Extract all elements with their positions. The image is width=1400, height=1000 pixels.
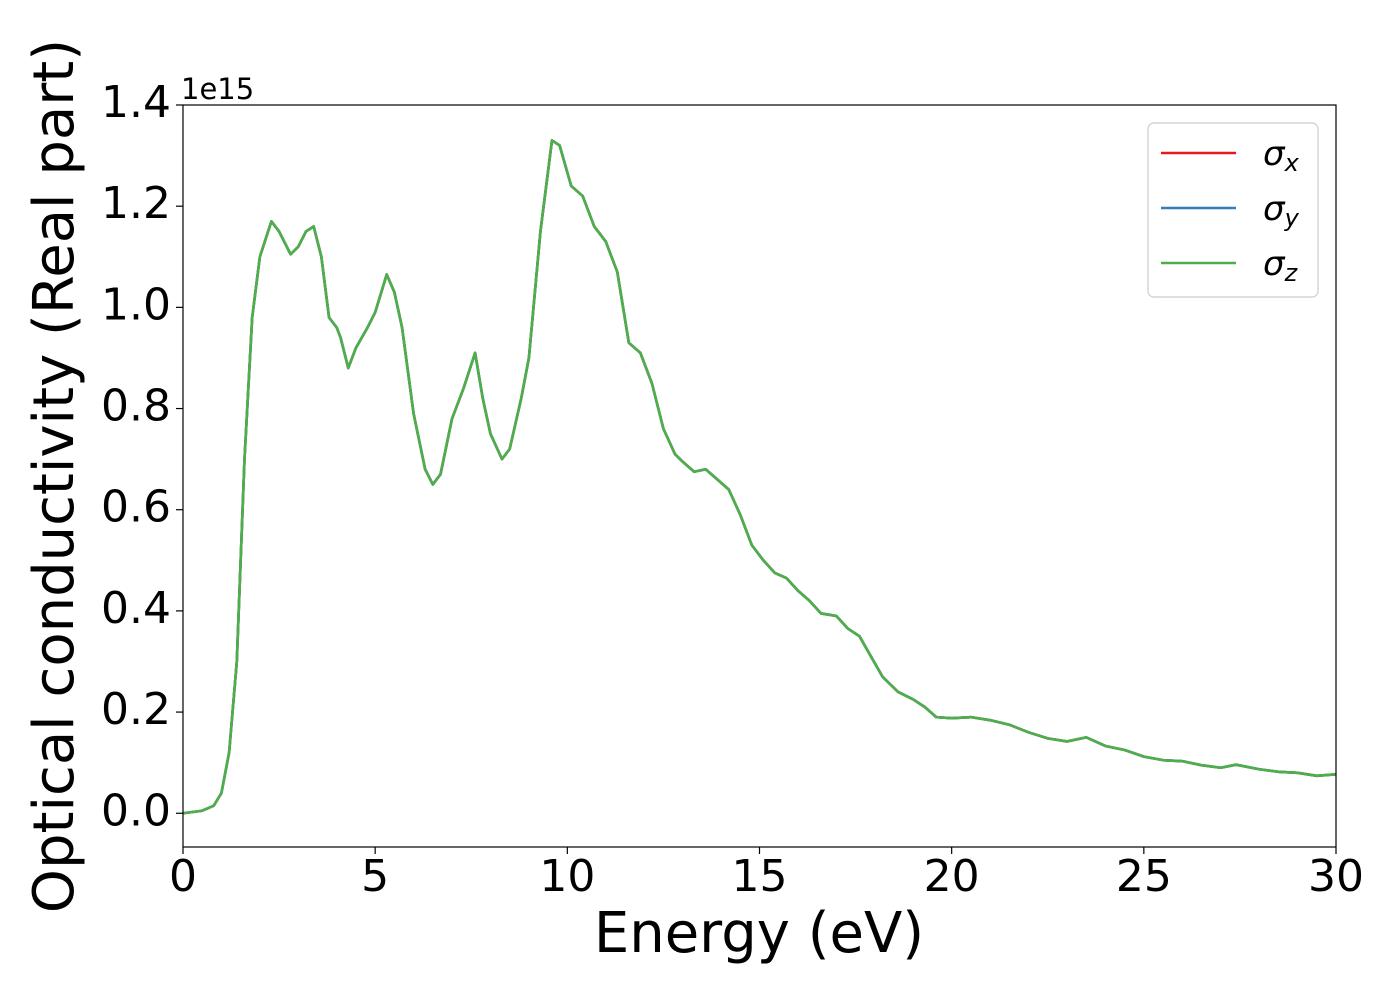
y-tick-label: 1.4 bbox=[101, 77, 171, 128]
x-tick-label: 30 bbox=[1308, 851, 1364, 902]
x-tick-label: 10 bbox=[539, 851, 595, 902]
series-line bbox=[183, 139, 1336, 815]
x-tick-label: 20 bbox=[924, 851, 980, 902]
y-offset-label: 1e15 bbox=[181, 72, 254, 106]
legend-label: σz bbox=[1263, 244, 1299, 288]
legend-label: σy bbox=[1263, 189, 1300, 233]
x-tick-label: 0 bbox=[169, 851, 197, 902]
y-axis-label: Optical conductivity (Real part) bbox=[22, 39, 87, 913]
y-tick-label: 0.0 bbox=[101, 785, 171, 836]
x-tick-label: 5 bbox=[361, 851, 389, 902]
y-tick-label: 0.6 bbox=[101, 482, 171, 533]
y-tick-label: 0.4 bbox=[101, 583, 171, 634]
legend-label: σx bbox=[1263, 134, 1300, 178]
x-tick-label: 15 bbox=[732, 851, 788, 902]
legend-box bbox=[1147, 122, 1319, 298]
plot-frame bbox=[182, 104, 1337, 848]
x-axis-label: Energy (eV) bbox=[594, 901, 924, 966]
x-tick-label: 25 bbox=[1116, 851, 1172, 902]
y-tick-label: 0.2 bbox=[101, 684, 171, 735]
y-tick-label: 1.2 bbox=[101, 178, 171, 229]
y-tick-label: 1.0 bbox=[101, 279, 171, 330]
y-tick-label: 0.8 bbox=[101, 381, 171, 432]
